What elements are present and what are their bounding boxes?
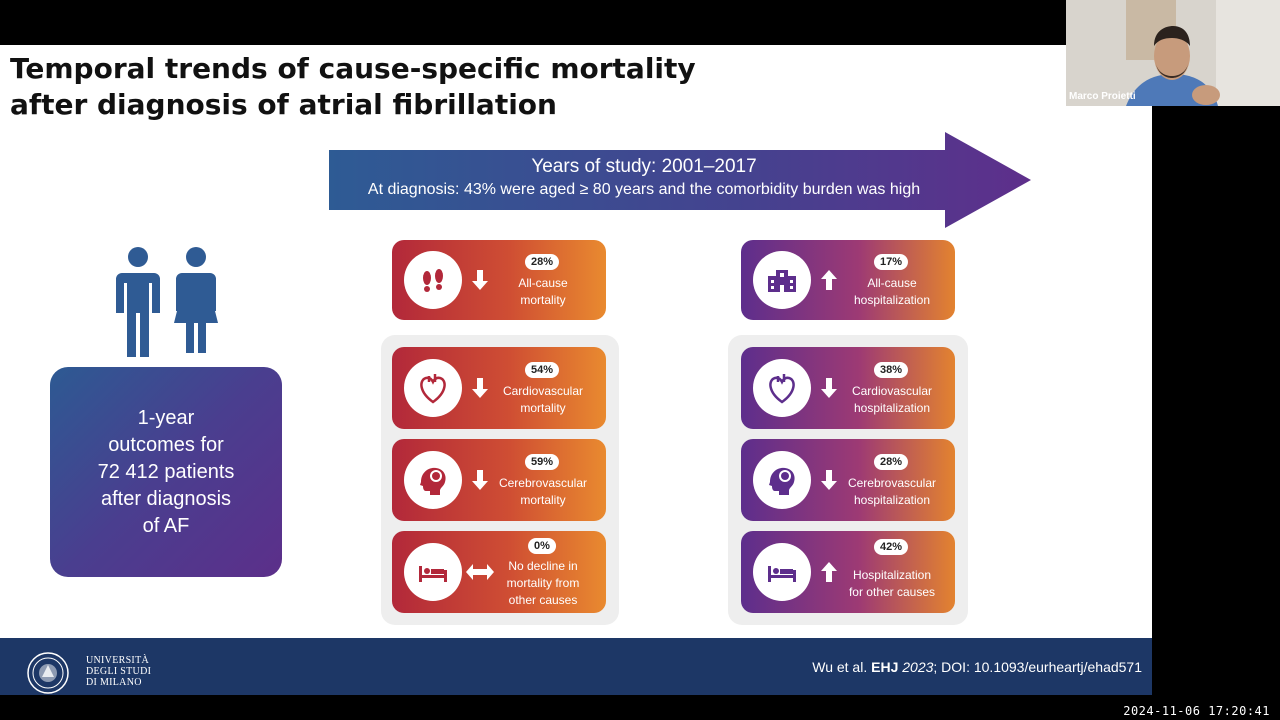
citation: Wu et al. EHJ 2023; DOI: 10.1093/eurhear… bbox=[812, 657, 1142, 677]
card-cerebrovascular-mortality: 59% Cerebrovascular mortality bbox=[392, 439, 606, 521]
card-label: Cerebrovascular hospitalization bbox=[847, 476, 937, 507]
percent-badge: 54% bbox=[524, 362, 560, 378]
presentation-slide: Temporal trends of cause-specific mortal… bbox=[0, 45, 1152, 695]
citation-year: 2023 bbox=[902, 659, 934, 675]
down-arrow-icon bbox=[819, 376, 839, 400]
presenter-video bbox=[1066, 0, 1280, 106]
citation-authors: Wu et al. bbox=[812, 659, 872, 675]
card-label: Cerebrovascular mortality bbox=[498, 476, 588, 507]
presenter-name-tag: Marco Proietti bbox=[1069, 91, 1136, 102]
down-arrow-icon bbox=[470, 468, 490, 492]
card-label: Hospitalization for other causes bbox=[848, 568, 936, 599]
outcome-summary-text: 1-year outcomes for 72 412 patients afte… bbox=[97, 406, 235, 537]
recording-timestamp: 2024-11-06 17:20:41 bbox=[1123, 704, 1270, 718]
patients-icon bbox=[116, 247, 218, 357]
left-right-arrow-icon bbox=[466, 560, 494, 584]
heart-icon bbox=[753, 359, 811, 417]
percent-badge: 28% bbox=[524, 254, 560, 270]
percent-badge: 38% bbox=[873, 362, 909, 378]
card-all-cause-hospitalization: 17% All-cause hospitalization bbox=[741, 240, 955, 320]
footprints-icon bbox=[404, 251, 462, 309]
university-seal-logo bbox=[27, 652, 69, 694]
down-arrow-icon bbox=[470, 376, 490, 400]
slide-title-line1: Temporal trends of cause-specific mortal… bbox=[10, 52, 696, 85]
up-arrow-icon bbox=[819, 268, 839, 292]
slide-title-line2: after diagnosis of atrial fibrillation bbox=[10, 88, 557, 121]
diagnosis-summary: At diagnosis: 43% were aged ≥ 80 years a… bbox=[367, 181, 921, 198]
slide-footer bbox=[0, 638, 1152, 695]
brain-icon bbox=[404, 451, 462, 509]
card-cardiovascular-hospitalization: 38% Cardiovascular hospitalization bbox=[741, 347, 955, 429]
down-arrow-icon bbox=[819, 468, 839, 492]
down-arrow-icon bbox=[470, 268, 490, 292]
card-label: No decline in mortality from other cause… bbox=[506, 559, 580, 607]
card-label: All-cause mortality bbox=[518, 276, 568, 307]
university-name: UNIVERSITÀ DEGLI STUDI DI MILANO bbox=[86, 655, 152, 688]
percent-badge: 0% bbox=[528, 538, 556, 554]
card-label: All-cause hospitalization bbox=[853, 276, 931, 307]
card-label: Cardiovascular hospitalization bbox=[851, 384, 933, 415]
percent-badge: 28% bbox=[873, 454, 909, 470]
study-banner-text: Years of study: 2001–2017 At diagnosis: … bbox=[329, 155, 959, 201]
card-all-cause-mortality: 28% All-cause mortality bbox=[392, 240, 606, 320]
brain-icon bbox=[753, 451, 811, 509]
study-period-arrow bbox=[329, 132, 1031, 228]
card-cerebrovascular-hospitalization: 28% Cerebrovascular hospitalization bbox=[741, 439, 955, 521]
percent-badge: 17% bbox=[873, 254, 909, 270]
card-other-causes-mortality: 0% No decline in mortality from other ca… bbox=[392, 531, 606, 613]
citation-doi: ; DOI: 10.1093/eurheartj/ehad571 bbox=[933, 659, 1142, 675]
outcome-summary-box: 1-year outcomes for 72 412 patients afte… bbox=[50, 367, 282, 577]
citation-journal: EHJ bbox=[871, 659, 899, 675]
heart-icon bbox=[404, 359, 462, 417]
up-arrow-icon bbox=[819, 560, 839, 584]
study-years: Years of study: 2001–2017 bbox=[531, 156, 757, 177]
card-label: Cardiovascular mortality bbox=[502, 384, 584, 415]
hospital-bed-icon bbox=[753, 543, 811, 601]
card-other-causes-hospitalization: 42% Hospitalization for other causes bbox=[741, 531, 955, 613]
webcam-tile[interactable] bbox=[1066, 0, 1280, 106]
card-cardiovascular-mortality: 54% Cardiovascular mortality bbox=[392, 347, 606, 429]
percent-badge: 42% bbox=[873, 539, 909, 555]
percent-badge: 59% bbox=[524, 454, 560, 470]
slide-title: Temporal trends of cause-specific mortal… bbox=[10, 51, 696, 123]
hospital-bed-icon bbox=[404, 543, 462, 601]
hospital-icon bbox=[753, 251, 811, 309]
